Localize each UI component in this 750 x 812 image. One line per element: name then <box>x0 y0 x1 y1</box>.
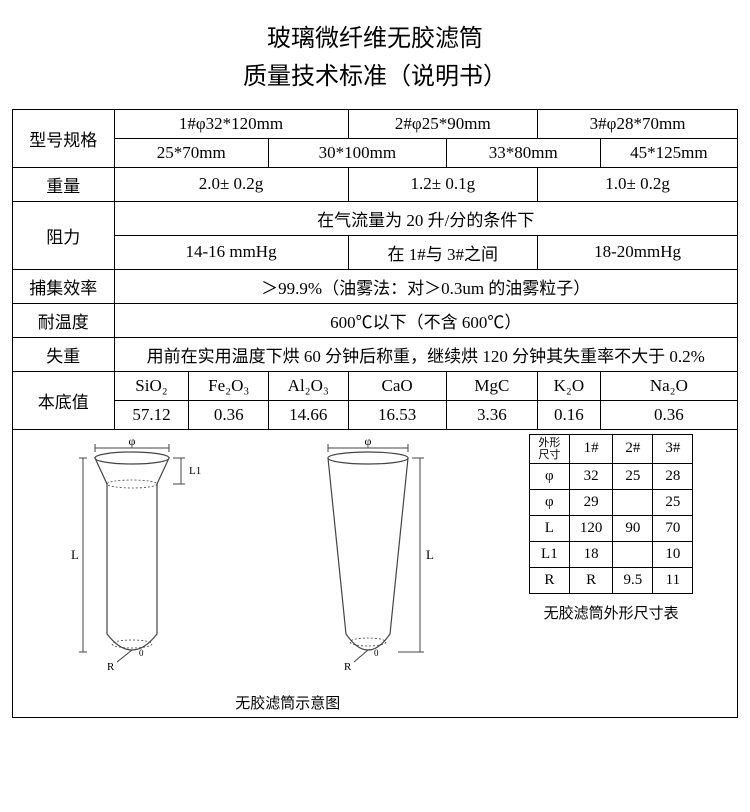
svg-text:φ: φ <box>128 434 135 448</box>
dim-r0c1: 25 <box>613 463 653 489</box>
weight-v2: 1.2± 0.1g <box>348 167 538 201</box>
svg-text:R: R <box>107 661 115 673</box>
bg-v3: 16.53 <box>348 400 446 429</box>
bg-v4: 3.36 <box>446 400 537 429</box>
resistance-cond: 在气流量为 20 升/分的条件下 <box>114 201 738 235</box>
temperature-value: 600℃以下（不含 600℃） <box>114 303 738 337</box>
dim-r3c0: 18 <box>569 541 613 567</box>
diagram-cell: φ L1 <box>13 429 738 717</box>
label-model: 型号规格 <box>13 109 115 167</box>
dim-r0-label: φ <box>529 463 569 489</box>
dim-r4c2: 11 <box>653 567 693 593</box>
title-line2: 质量技术标准（说明书） <box>12 58 738 96</box>
label-efficiency: 捕集效率 <box>13 269 115 303</box>
label-resistance: 阻力 <box>13 201 115 269</box>
spec-r1c2: 2#φ25*90mm <box>348 109 538 138</box>
dim-r3-label: L1 <box>529 541 569 567</box>
dim-r3c2: 10 <box>653 541 693 567</box>
bg-c3: CaO <box>348 371 446 400</box>
bg-v2: 14.66 <box>268 400 348 429</box>
weightloss-value: 用前在实用温度下烘 60 分钟后称重，继续烘 120 分钟其失重率不大于 0.2… <box>114 337 738 371</box>
bg-v5: 0.16 <box>538 400 601 429</box>
svg-text:R: R <box>344 661 352 673</box>
title-line1: 玻璃微纤维无胶滤筒 <box>12 20 738 58</box>
svg-text:L1: L1 <box>189 465 201 477</box>
spec-r1c3: 3#φ28*70mm <box>538 109 738 138</box>
caption-left: 无胶滤筒示意图 <box>235 692 340 713</box>
dim-r4c1: 9.5 <box>613 567 653 593</box>
weight-v3: 1.0± 0.2g <box>538 167 738 201</box>
svg-text:L: L <box>426 547 434 562</box>
spec-r1c1: 1#φ32*120mm <box>114 109 348 138</box>
bg-v0: 57.12 <box>114 400 189 429</box>
diagram-left: φ L1 <box>57 434 207 684</box>
svg-text:0: 0 <box>374 648 379 658</box>
diagram-right: 外形尺寸 1# 2# 3# φ 32 25 28 <box>529 434 694 623</box>
dim-r1c0: 29 <box>569 489 613 515</box>
dim-r0c0: 32 <box>569 463 613 489</box>
dim-r2c1: 90 <box>613 515 653 541</box>
dim-r4c0: R <box>569 567 613 593</box>
dim-r2-label: L <box>529 515 569 541</box>
bg-c6: Na₂O <box>600 371 737 400</box>
filter-drawing-2-icon: φ L R 0 <box>298 434 438 684</box>
dim-r4-label: R <box>529 567 569 593</box>
dim-col-3: 3# <box>653 434 693 463</box>
bg-c1: Fe₂O₃ <box>189 371 269 400</box>
bg-c4: MgC <box>446 371 537 400</box>
dim-r2c0: 120 <box>569 515 613 541</box>
dim-hdr-corner: 外形尺寸 <box>529 434 569 463</box>
bg-c0: SiO₂ <box>114 371 189 400</box>
caption-right: 无胶滤筒外形尺寸表 <box>544 602 679 623</box>
bg-c5: K₂O <box>538 371 601 400</box>
dimension-table: 外形尺寸 1# 2# 3# φ 32 25 28 <box>529 434 694 594</box>
label-background: 本底值 <box>13 371 115 429</box>
filter-drawing-1-icon: φ L1 <box>57 434 207 684</box>
spec-r2c4: 45*125mm <box>600 138 737 167</box>
spec-r2c1: 25*70mm <box>114 138 268 167</box>
dim-r1c2: 25 <box>653 489 693 515</box>
weight-v1: 2.0± 0.2g <box>114 167 348 201</box>
spec-table: 型号规格 1#φ32*120mm 2#φ25*90mm 3#φ28*70mm 2… <box>12 109 738 718</box>
resistance-v2: 在 1#与 3#之间 <box>348 235 538 269</box>
dim-r1c1 <box>613 489 653 515</box>
svg-text:L: L <box>71 547 79 562</box>
dim-r0c2: 28 <box>653 463 693 489</box>
bg-c2: Al₂O₃ <box>268 371 348 400</box>
bg-v6: 0.36 <box>600 400 737 429</box>
dim-col-2: 2# <box>613 434 653 463</box>
diagram-middle: φ L R 0 <box>298 434 438 713</box>
spec-r2c2: 30*100mm <box>268 138 446 167</box>
dim-r2c2: 70 <box>653 515 693 541</box>
label-temperature: 耐温度 <box>13 303 115 337</box>
dim-r1-label: φ <box>529 489 569 515</box>
svg-text:φ: φ <box>364 434 371 448</box>
dim-r3c1 <box>613 541 653 567</box>
dim-col-1: 1# <box>569 434 613 463</box>
resistance-v3: 18-20mmHg <box>538 235 738 269</box>
page-title: 玻璃微纤维无胶滤筒 质量技术标准（说明书） <box>12 20 738 97</box>
efficiency-value: ＞99.9%（油雾法：对＞0.3um 的油雾粒子） <box>114 269 738 303</box>
label-weight: 重量 <box>13 167 115 201</box>
svg-text:0: 0 <box>139 648 144 658</box>
spec-r2c3: 33*80mm <box>446 138 600 167</box>
bg-v1: 0.36 <box>189 400 269 429</box>
label-weightloss: 失重 <box>13 337 115 371</box>
resistance-v1: 14-16 mmHg <box>114 235 348 269</box>
